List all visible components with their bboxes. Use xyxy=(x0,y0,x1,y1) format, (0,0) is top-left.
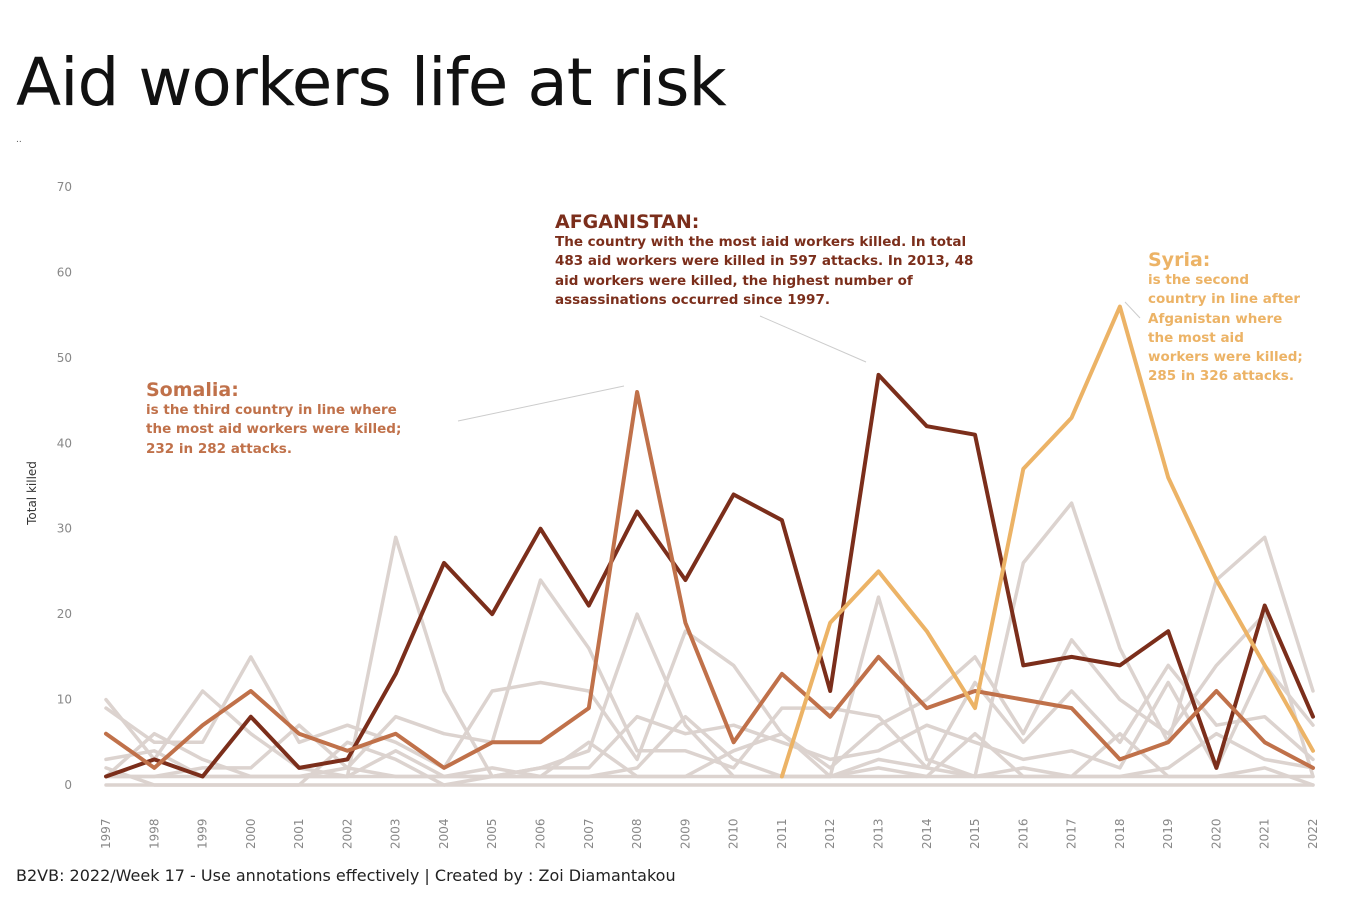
x-axis-ticks: 1997 1998 1999 2000 2001 2002 2003 2004 2005 2006… xyxy=(99,818,1320,849)
x-tick-label: 2017 xyxy=(1065,818,1079,849)
x-tick-label: 1997 xyxy=(99,818,113,849)
afghanistan-annotation-title: AFGANISTAN: xyxy=(555,211,700,233)
other-country-line xyxy=(104,501,1315,779)
series-line-syria xyxy=(779,304,1315,779)
x-tick-label: 2001 xyxy=(292,818,306,849)
subtitle: .. xyxy=(16,135,22,145)
x-tick-label: 2016 xyxy=(1016,818,1030,849)
syria-annotation: Syria: is the second country in line aft… xyxy=(1148,249,1328,387)
y-axis-ticks: 0 10 20 30 40 50 60 70 xyxy=(57,180,72,792)
syria-annotation-line: the most aid xyxy=(1148,329,1244,346)
y-tick-label: 50 xyxy=(57,351,72,365)
series-line-afghanistan xyxy=(104,372,1315,779)
somalia-connector-line xyxy=(457,385,625,422)
x-tick-label: 2020 xyxy=(1209,818,1223,849)
highlighted-countries-lines xyxy=(104,304,1315,779)
x-tick-label: 2007 xyxy=(582,818,596,849)
other-country-line xyxy=(104,578,1315,779)
x-tick-label: 2004 xyxy=(437,818,451,849)
y-tick-label: 10 xyxy=(57,693,72,707)
somalia-annotation-line: 232 in 282 attacks. xyxy=(146,440,292,457)
y-tick-label: 0 xyxy=(64,778,72,792)
y-tick-label: 20 xyxy=(57,607,72,621)
somalia-annotation-line: is the third country in line where xyxy=(146,402,397,418)
x-tick-label: 2002 xyxy=(340,818,354,849)
y-tick-label: 40 xyxy=(57,436,72,450)
somalia-annotation-line: the most aid workers were killed; xyxy=(146,421,402,438)
syria-annotation-text: is the second country in line after Afga… xyxy=(1148,271,1328,387)
x-tick-label: 2006 xyxy=(534,818,548,849)
x-tick-label: 2018 xyxy=(1113,818,1127,849)
page-title: Aid workers life at risk xyxy=(16,44,727,121)
other-country-line xyxy=(104,612,1315,779)
x-tick-label: 2015 xyxy=(968,818,982,849)
syria-annotation-line: 285 in 326 attacks. xyxy=(1148,368,1294,385)
somalia-annotation-title: Somalia: xyxy=(146,379,239,401)
somalia-annotation: Somalia: is the third country in line wh… xyxy=(146,379,446,459)
x-tick-label: 2003 xyxy=(389,818,403,849)
syria-annotation-line: Afganistan where xyxy=(1148,310,1283,327)
afghanistan-annotation: AFGANISTAN: The country with the most ia… xyxy=(555,211,1025,310)
afghanistan-annotation-line: The country with the most iaid workers k… xyxy=(555,234,967,250)
x-tick-label: 2009 xyxy=(678,818,692,849)
syria-connector-line xyxy=(1124,301,1141,319)
y-axis-title: Total killed xyxy=(25,461,39,526)
afghanistan-connector-line xyxy=(759,315,867,363)
other-countries-lines xyxy=(104,501,1315,787)
annotation-connectors xyxy=(457,301,1141,422)
x-tick-label: 2013 xyxy=(871,818,885,849)
x-tick-label: 2000 xyxy=(244,818,258,849)
syria-annotation-line: country in line after xyxy=(1148,291,1301,308)
afghanistan-annotation-line: aid workers were killed, the highest num… xyxy=(555,272,913,289)
x-tick-label: 1999 xyxy=(196,818,210,849)
x-tick-label: 2010 xyxy=(727,818,741,849)
somalia-annotation-text: is the third country in line where the m… xyxy=(146,401,446,459)
syria-annotation-title: Syria: xyxy=(1148,249,1211,271)
y-tick-label: 70 xyxy=(57,180,72,194)
x-tick-label: 2019 xyxy=(1161,818,1175,849)
x-tick-label: 2008 xyxy=(630,818,644,849)
footer-credit: B2VB: 2022/Week 17 - Use annotations eff… xyxy=(16,866,676,885)
syria-annotation-line: is the second xyxy=(1148,272,1250,288)
x-tick-label: 1998 xyxy=(147,818,161,849)
x-tick-label: 2005 xyxy=(485,818,499,849)
y-tick-label: 60 xyxy=(57,265,72,279)
x-tick-label: 2012 xyxy=(823,818,837,849)
y-tick-label: 30 xyxy=(57,522,72,536)
x-tick-label: 2011 xyxy=(775,818,789,849)
afghanistan-annotation-line: 483 aid workers were killed in 597 attac… xyxy=(555,253,974,270)
x-tick-label: 2021 xyxy=(1258,818,1272,849)
syria-annotation-line: workers were killed; xyxy=(1148,349,1303,366)
x-tick-label: 2014 xyxy=(920,818,934,849)
series-line-somalia xyxy=(104,390,1315,770)
afghanistan-annotation-text: The country with the most iaid workers k… xyxy=(555,233,1025,310)
x-tick-label: 2022 xyxy=(1306,818,1320,849)
afghanistan-annotation-line: assassinations occurred since 1997. xyxy=(555,291,830,308)
